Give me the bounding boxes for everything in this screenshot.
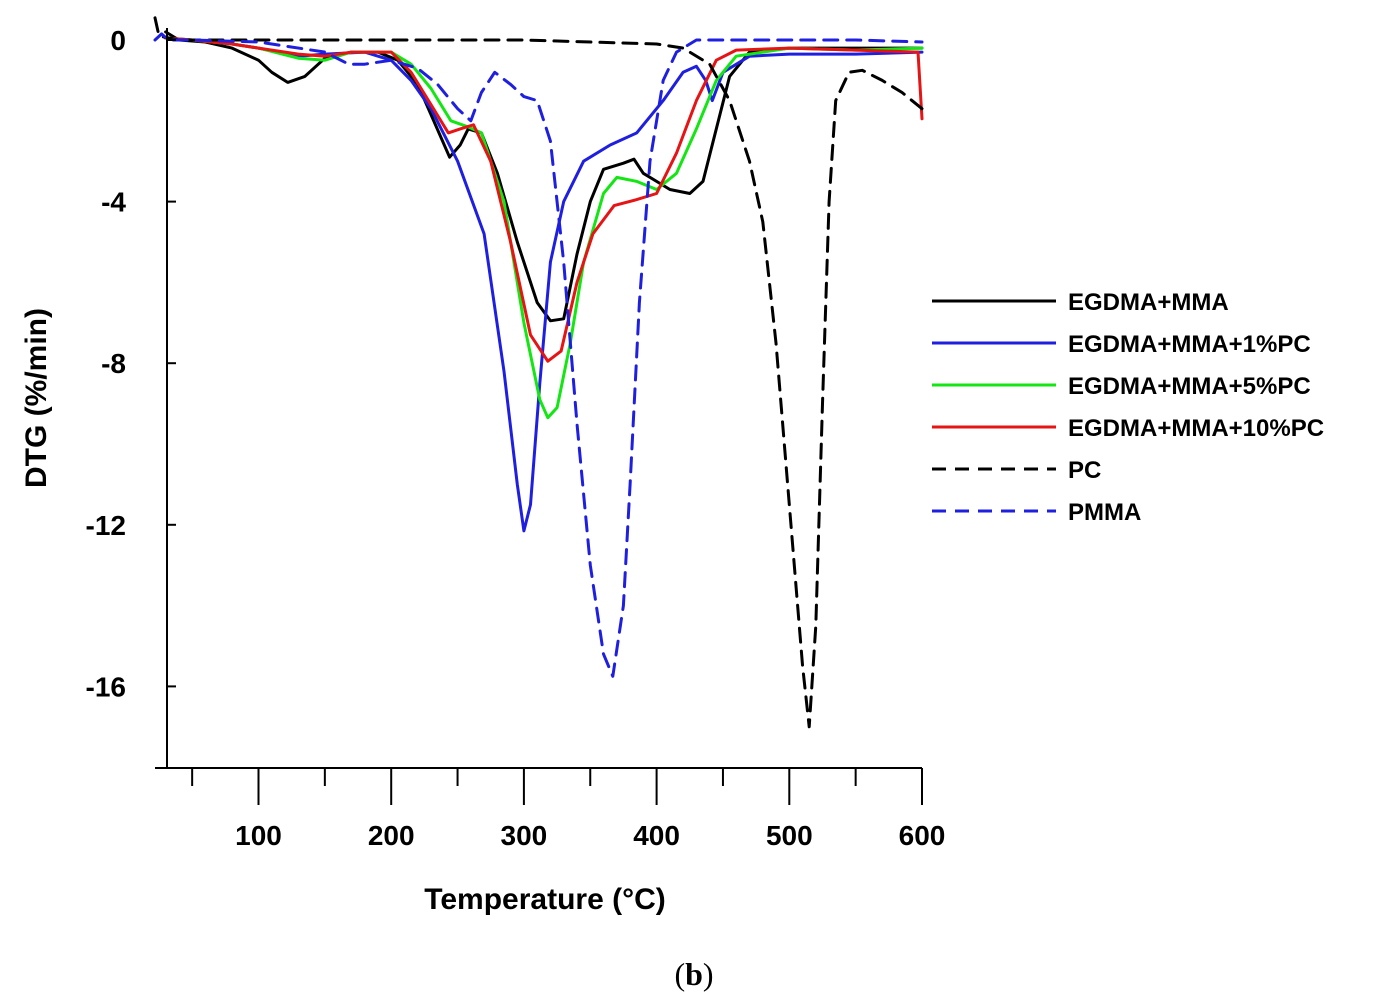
x-tick-label-3: 400 [633, 820, 680, 851]
caption-close: ) [703, 956, 714, 992]
y-ticks: 0 -4 -8 -12 -16 [86, 25, 176, 702]
plot-series [153, 16, 924, 729]
x-tick-label-2: 300 [501, 820, 548, 851]
series-line-4 [153, 16, 924, 729]
legend-label-1: EGDMA+MMA+1%PC [1068, 331, 1311, 358]
figure-caption: (b) [674, 956, 713, 992]
x-tick-label-0: 100 [235, 820, 282, 851]
y-tick-label-4: -16 [86, 671, 126, 702]
x-axis-title: Temperature (°C) [424, 883, 665, 916]
x-tick-label-1: 200 [368, 820, 415, 851]
y-tick-label-3: -12 [86, 510, 126, 541]
axes [155, 28, 922, 769]
x-tick-label-4: 500 [766, 820, 813, 851]
x-ticks: 100 200 300 400 500 600 [191, 768, 946, 851]
series-line-2 [164, 36, 924, 420]
y-axis-title: DTG (%/min) [20, 308, 53, 488]
legend-label-4: PC [1068, 457, 1101, 484]
series-line-0 [164, 30, 924, 323]
caption-letter: b [685, 956, 703, 992]
legend-label-3: EGDMA+MMA+10%PC [1068, 415, 1324, 442]
caption-open: ( [674, 956, 685, 992]
legend-label-0: EGDMA+MMA [1068, 289, 1229, 316]
series-line-1 [164, 36, 924, 533]
legend-label-2: EGDMA+MMA+5%PC [1068, 373, 1311, 400]
y-tick-label-0: 0 [110, 25, 126, 56]
legend: EGDMA+MMA EGDMA+MMA+1%PC EGDMA+MMA+5%PC EGD… [932, 289, 1324, 526]
y-tick-label-1: -4 [101, 187, 126, 218]
legend-label-5: PMMA [1068, 499, 1141, 526]
series-line-5 [153, 32, 924, 678]
x-tick-label-5: 600 [899, 820, 946, 851]
y-tick-label-2: -8 [101, 348, 126, 379]
series-line-3 [164, 36, 924, 363]
